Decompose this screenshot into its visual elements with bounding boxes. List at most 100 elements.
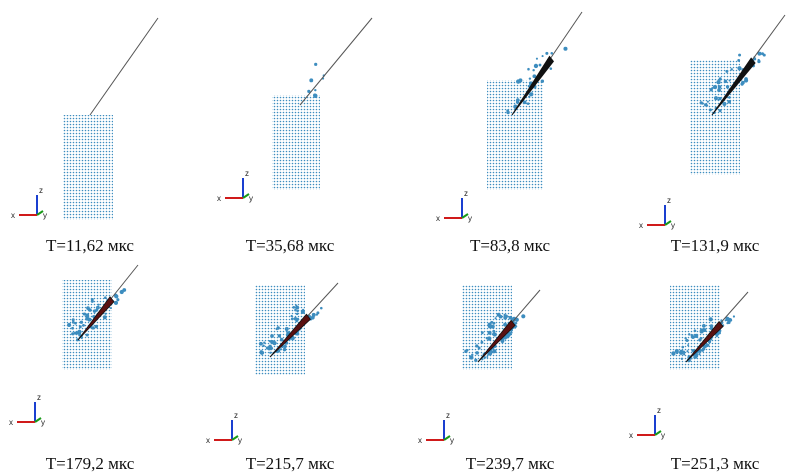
ejected-particle [717,88,721,92]
ejected-particle [527,102,530,105]
ejected-particle [683,353,685,355]
ejected-particle [285,327,289,331]
ejected-particle [76,331,78,333]
ejected-particle [316,311,319,314]
axis-label: z [464,189,468,198]
ejected-particle [104,313,106,315]
ejected-particle [757,60,760,63]
ejected-particle [516,98,520,102]
ejected-particle [563,47,567,51]
axis-label: y [450,436,454,445]
caption: T=215,7 мкс [246,454,335,472]
ejected-particle [717,99,719,101]
ejected-particle [701,102,703,104]
ejected-particle [688,333,690,335]
caption: T=251,3 мкс [671,454,760,472]
ejected-particle [707,101,709,103]
ejected-particle [295,320,298,323]
ejected-particle [698,353,700,355]
ejected-particle [521,314,525,318]
ejected-particle [715,334,718,337]
snapshot: zxyT=83,8 мкс [436,12,582,255]
ejected-particle [114,294,118,298]
ejected-particle [488,337,490,339]
axis-label: z [667,196,671,205]
ejected-particle [718,85,722,89]
ejected-particle [714,96,718,100]
ejected-particle [737,59,740,62]
ejected-particle [691,334,694,337]
ejected-particle [87,318,91,322]
snapshot: zxyT=179,2 мкс [9,265,138,472]
ejected-particle [705,343,709,347]
ejected-particle [475,344,478,347]
ejected-particle [269,352,271,354]
ejected-particle [729,80,731,82]
ejected-particle [536,58,538,60]
ejected-particle [309,78,313,82]
ejected-particle [95,325,98,328]
ejected-particle [740,82,743,85]
ejected-particle [292,306,295,309]
ejected-particle [260,351,264,355]
caption: T=83,8 мкс [470,236,551,255]
ejected-particle [314,63,317,66]
ejected-particle [72,318,75,321]
indenter [90,18,158,115]
ejected-particle [114,301,118,305]
figure: zxyT=11,62 мксzxyT=35,68 мксzxyT=83,8 мк… [0,0,787,472]
ejected-particle [495,317,497,319]
ejected-particle [671,351,675,355]
caption: T=179,2 мкс [46,454,135,472]
ejected-particle [519,78,523,82]
axis-label: x [436,214,440,223]
axis-label: z [446,411,450,420]
axis-label: x [629,431,633,440]
ejected-particle [542,55,544,57]
ejected-particle [268,347,271,350]
ejected-particle [681,346,684,349]
ejected-particle [79,325,82,328]
axis-label: z [37,393,41,402]
ejected-particle [501,339,505,343]
axis-label: y [249,194,253,203]
indenter [300,18,372,105]
ejected-particle [550,67,553,70]
ejected-particle [511,332,513,334]
ejected-particle [262,345,264,347]
ejected-particle [93,309,97,313]
ejected-particle [110,307,112,309]
ejected-particle [88,308,91,311]
ejected-particle [283,345,287,349]
ejected-particle [263,342,265,344]
ejected-particle [534,64,538,68]
ejected-particle [77,330,81,334]
ejected-particle [82,324,85,327]
axis-label: z [657,406,661,415]
ejected-particle [727,100,731,104]
ejected-particle [86,333,89,336]
particle-block [487,80,543,190]
ejected-particle [687,344,689,346]
ejected-particle [103,315,107,319]
ejected-particle [276,328,278,330]
ejected-particle [469,356,473,360]
ejected-particle [681,358,683,360]
ejected-particle [726,85,729,88]
axis-label: x [217,194,221,203]
ejected-particle [541,80,544,83]
snapshot: zxyT=215,7 мкс [206,283,338,472]
ejected-particle [295,306,299,310]
ejected-particle [529,77,531,79]
ejected-particle [74,322,77,325]
ejected-particle [695,355,698,358]
ejected-particle [98,304,100,306]
ejected-particle [709,108,712,111]
ejected-particle [466,349,468,351]
ejected-particle [296,310,298,312]
caption: T=11,62 мкс [46,236,134,255]
axis-label: x [9,418,13,427]
ejected-particle [545,52,548,55]
ejected-particle [291,317,294,320]
ejected-particle [700,328,704,332]
